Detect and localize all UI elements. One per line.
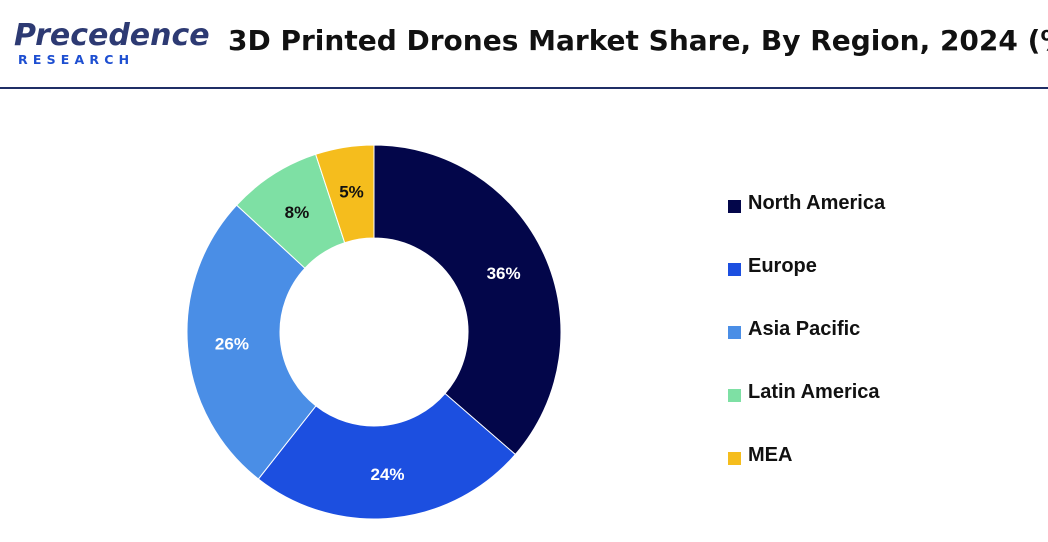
brand-logo: Precedence RESEARCH: [14, 14, 210, 67]
legend-label: North America: [748, 192, 886, 214]
legend-label: Europe: [748, 255, 817, 277]
slice-asia-pacific: [186, 204, 317, 480]
page-title: 3D Printed Drones Market Share, By Regio…: [228, 24, 1048, 57]
legend-swatch: [728, 200, 741, 213]
legend-label: MEA: [748, 444, 793, 466]
legend-label: Asia Pacific: [748, 318, 861, 340]
legend-swatch: [728, 452, 741, 465]
slice-europe: [257, 392, 517, 520]
header: Precedence RESEARCH 3D Printed Drones Ma…: [0, 0, 1048, 88]
logo-wordmark: Precedence: [14, 18, 210, 53]
data-label-mea: 5%: [339, 182, 364, 201]
data-label-latin-america: 8%: [285, 203, 310, 222]
data-label-europe: 24%: [371, 465, 405, 484]
donut-chart: 36% 24% 26% 8% 5%: [186, 144, 562, 520]
data-label-north-america: 36%: [487, 264, 521, 283]
logo-tagline: RESEARCH: [18, 52, 135, 67]
legend-label: Latin America: [748, 381, 880, 403]
slice-mea: [315, 144, 375, 244]
slice-north-america: [373, 144, 562, 456]
header-divider: [0, 87, 1048, 89]
data-label-asia-pacific: 26%: [215, 334, 249, 353]
legend-swatch: [728, 263, 741, 276]
legend-swatch: [728, 326, 741, 339]
legend-swatch: [728, 389, 741, 402]
